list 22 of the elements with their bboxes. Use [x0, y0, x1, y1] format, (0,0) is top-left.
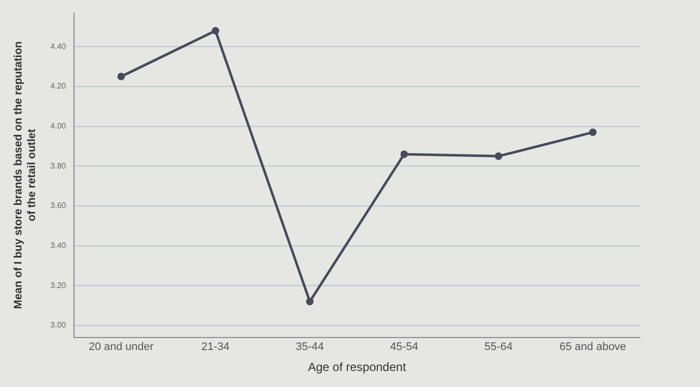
y-tick-label: 3.40 — [50, 241, 67, 250]
x-tick-label: 21-34 — [201, 341, 230, 354]
point — [212, 26, 220, 34]
x-tick-label: 55-64 — [484, 341, 513, 354]
y-tick-label: 4.40 — [50, 42, 67, 51]
y-axis-title: Mean of I buy store brands based on the reputation of the retail outlet — [12, 40, 38, 309]
x-axis-title: Age of respondent — [308, 360, 407, 374]
point — [117, 72, 125, 80]
x-tick-label: 20 and under — [88, 341, 154, 354]
point — [400, 150, 408, 158]
point — [306, 298, 314, 306]
x-tick-label: 65 and above — [559, 341, 626, 354]
y-tick-label: 3.00 — [50, 320, 67, 330]
y-tick-label: 3.20 — [50, 280, 67, 290]
point — [494, 152, 502, 160]
point — [589, 128, 597, 136]
y-tick-label: 3.60 — [50, 201, 67, 210]
y-tick-label: 3.80 — [50, 161, 67, 170]
y-tick-label: 4.20 — [50, 82, 67, 91]
y-tick-label: 4.00 — [50, 122, 67, 131]
x-tick-label: 45-54 — [390, 341, 418, 354]
x-tick-label: 35-44 — [296, 341, 324, 354]
